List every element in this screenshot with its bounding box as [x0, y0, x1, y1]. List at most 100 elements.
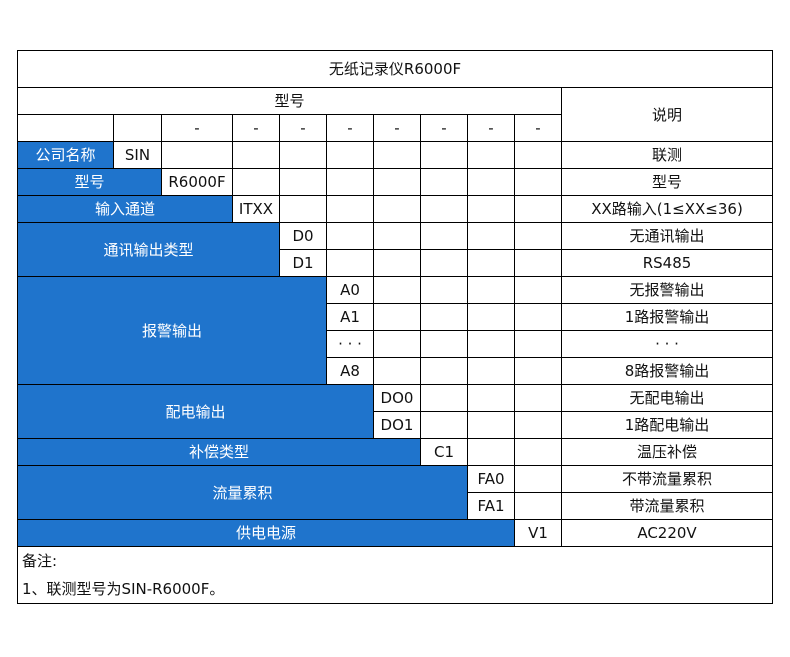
empty-cell — [420, 222, 468, 250]
description-cell: AC220V — [560, 519, 774, 547]
code-cell: FA1 — [467, 492, 515, 520]
code-cell: SIN — [113, 141, 162, 169]
description-cell: 无通讯输出 — [560, 222, 774, 250]
description-cell: 1路报警输出 — [560, 303, 774, 331]
empty-cell — [467, 249, 515, 277]
empty-cell — [514, 303, 562, 331]
description-cell: 联测 — [560, 141, 774, 169]
empty-cell — [514, 330, 562, 358]
empty-cell — [161, 141, 233, 169]
code-cell: D0 — [279, 222, 327, 250]
empty-cell — [326, 168, 374, 196]
empty-cell — [514, 195, 562, 223]
dash-cell — [17, 114, 114, 142]
empty-cell — [467, 357, 515, 385]
category-label: 报警输出 — [17, 276, 327, 385]
empty-cell — [514, 384, 562, 412]
table-row: 型号 R6000F 型号 — [17, 168, 774, 196]
description-cell: 无配电输出 — [560, 384, 774, 412]
table-row: A8 8路报警输出 — [18, 357, 774, 385]
empty-cell — [373, 249, 421, 277]
category-label: 输入通道 — [17, 195, 233, 223]
category-label: 配电输出 — [17, 384, 374, 439]
table-row: FA1 带流量累积 — [18, 492, 774, 520]
empty-cell — [326, 222, 374, 250]
category-label: 型号 — [17, 168, 162, 196]
description-cell: 型号 — [560, 168, 774, 196]
table-row: 报警输出 A0 无报警输出 — [17, 276, 774, 385]
note-line1: 1、联测型号为SIN-R6000F。 — [16, 575, 774, 604]
empty-cell — [467, 222, 515, 250]
dash-cell: - — [232, 114, 280, 142]
empty-cell — [514, 465, 562, 493]
empty-cell — [467, 168, 515, 196]
empty-cell — [420, 357, 468, 385]
category-label: 供电电源 — [17, 519, 515, 547]
empty-cell — [373, 168, 421, 196]
code-cell: DO1 — [373, 411, 421, 439]
empty-cell — [467, 384, 515, 412]
table-row: A1 1路报警输出 — [18, 303, 774, 331]
dash-cell: - — [373, 114, 421, 142]
dash-cell: - — [467, 114, 515, 142]
empty-cell — [420, 330, 468, 358]
empty-cell — [514, 357, 562, 385]
empty-cell — [373, 357, 421, 385]
code-cell: A8 — [326, 357, 374, 385]
empty-cell — [373, 195, 421, 223]
table-row: 配电输出 DO0 无配电输出 — [17, 384, 774, 439]
category-label: 公司名称 — [17, 141, 114, 169]
category-label: 流量累积 — [17, 465, 468, 520]
empty-cell — [326, 249, 374, 277]
category-label: 补偿类型 — [17, 438, 421, 466]
model-header: 型号 — [17, 87, 562, 115]
empty-cell — [420, 168, 468, 196]
code-cell: DO0 — [373, 384, 421, 412]
description-cell: 不带流量累积 — [560, 465, 774, 493]
code-cell: A0 — [326, 276, 374, 304]
empty-cell — [232, 141, 280, 169]
dash-cell: - — [161, 114, 233, 142]
code-cell: A1 — [326, 303, 374, 331]
empty-cell — [514, 168, 562, 196]
empty-cell — [420, 276, 468, 304]
table-row: 供电电源 V1 AC220V — [17, 519, 774, 547]
empty-cell — [279, 195, 327, 223]
empty-cell — [514, 141, 562, 169]
empty-cell — [467, 303, 515, 331]
empty-cell — [373, 276, 421, 304]
empty-cell — [514, 222, 562, 250]
description-cell: XX路输入(1≤XX≤36) — [560, 195, 774, 223]
table-title: 无纸记录仪R6000F — [16, 50, 774, 88]
table-row: 输入通道 ITXX XX路输入(1≤XX≤36) — [17, 195, 774, 223]
description-cell: 带流量累积 — [560, 492, 774, 520]
description-cell: 1路配电输出 — [560, 411, 774, 439]
empty-cell — [373, 222, 421, 250]
table-row: 公司名称 SIN 联测 — [17, 141, 774, 169]
code-cell: C1 — [420, 438, 468, 466]
table-row: 流量累积 FA0 不带流量累积 — [17, 465, 774, 520]
empty-cell — [514, 492, 562, 520]
empty-cell — [514, 276, 562, 304]
empty-cell — [420, 303, 468, 331]
empty-cell — [514, 438, 562, 466]
empty-cell — [420, 411, 468, 439]
code-cell: V1 — [514, 519, 562, 547]
empty-cell — [514, 411, 562, 439]
table-row: 补偿类型 C1 温压补偿 — [17, 438, 774, 466]
description-cell: 8路报警输出 — [560, 357, 774, 385]
description-cell: 无报警输出 — [560, 276, 774, 304]
dash-cell: - — [514, 114, 562, 142]
empty-cell — [467, 141, 515, 169]
note-heading: 备注: — [16, 546, 774, 575]
code-cell: D1 — [279, 249, 327, 277]
empty-cell — [467, 330, 515, 358]
model-selection-table: 无纸记录仪R6000F 型号 说明 -------- 公司名称 SIN 联测 型号 R6… — [16, 50, 774, 604]
description-header: 说明 — [560, 87, 774, 142]
dash-cell — [113, 114, 162, 142]
description-cell: 温压补偿 — [560, 438, 774, 466]
code-cell: FA0 — [467, 465, 515, 493]
empty-cell — [279, 168, 327, 196]
dash-row: -------- — [17, 114, 773, 142]
empty-cell — [420, 384, 468, 412]
